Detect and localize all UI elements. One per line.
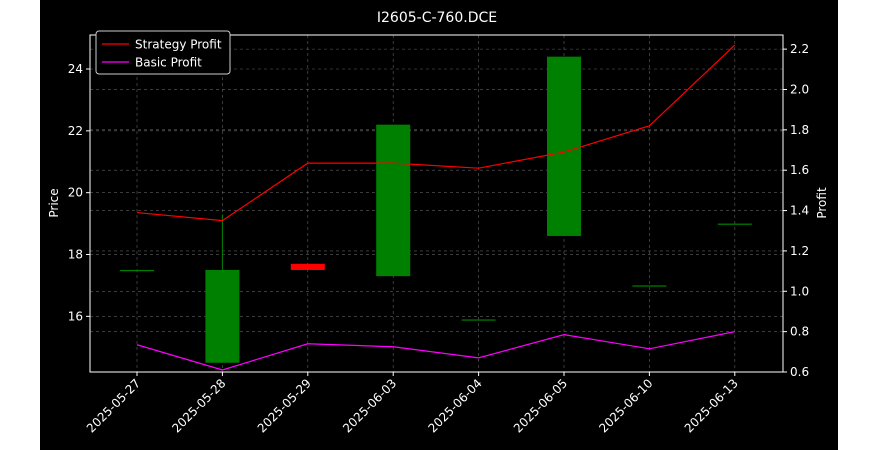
candle-body (632, 285, 667, 287)
plot-frame (89, 34, 784, 373)
y2-tick-label: 1.2 (790, 244, 809, 258)
candle-body (461, 319, 496, 321)
candles (120, 56, 752, 363)
x-tick-label: 2025-05-29 (255, 376, 314, 435)
candle-body (120, 269, 154, 272)
candlestick-chart: 16 18 20 22 24 0.6 0.8 1.0 1.2 1.4 1.6 1.8 2.0 2.2 202… (47, 10, 829, 435)
candle-body (717, 223, 752, 225)
x-tick-label: 2025-06-03 (340, 376, 399, 435)
y-axis-label: Price (47, 188, 61, 217)
y2-tick-label: 1.4 (790, 204, 809, 218)
x-tick-label: 2025-05-27 (84, 376, 143, 435)
candle-body (376, 124, 411, 277)
legend: Strategy Profit Basic Profit (95, 30, 231, 75)
series-line-basic-profit (136, 331, 735, 371)
y-tick-label: 18 (68, 248, 83, 262)
y2-tick-label: 0.6 (790, 365, 809, 379)
x-tick-label: 2025-06-13 (682, 376, 741, 435)
axes: 16 18 20 22 24 0.6 0.8 1.0 1.2 1.4 1.6 1.8 2.0 2.2 202… (68, 34, 809, 435)
x-tick-label: 2025-06-04 (426, 376, 485, 435)
grid (90, 35, 783, 373)
series-line-strategy-profit (136, 44, 736, 222)
y2-axis-label: Profit (815, 187, 829, 219)
candle-body (205, 269, 240, 363)
candle-body (290, 263, 325, 270)
y2-tick-label: 1.6 (790, 163, 809, 177)
y2-tick-label: 2.0 (790, 82, 809, 96)
x-tick-label: 2025-06-10 (596, 376, 655, 435)
chart-title: I2605-C-760.DCE (377, 10, 497, 26)
legend-label-strategy-profit: Strategy Profit (135, 38, 222, 52)
y-tick-label: 20 (68, 186, 83, 200)
x-tick-label: 2025-05-28 (169, 376, 228, 435)
y2-tick-label: 2.2 (790, 42, 809, 56)
legend-box (95, 30, 231, 75)
y2-tick-label: 0.8 (790, 325, 809, 339)
y2-tick-label: 1.0 (790, 284, 809, 298)
y-tick-label: 24 (68, 62, 83, 76)
candle-body (547, 56, 581, 236)
chart-figure: 16 18 20 22 24 0.6 0.8 1.0 1.2 1.4 1.6 1.8 2.0 2.2 202… (40, 0, 838, 450)
x-tick-label: 2025-06-05 (511, 376, 570, 435)
y2-tick-label: 1.8 (790, 123, 809, 137)
y-tick-label: 22 (68, 124, 83, 138)
legend-label-basic-profit: Basic Profit (135, 56, 202, 70)
profit-lines (136, 44, 736, 371)
y-tick-label: 16 (68, 309, 83, 323)
